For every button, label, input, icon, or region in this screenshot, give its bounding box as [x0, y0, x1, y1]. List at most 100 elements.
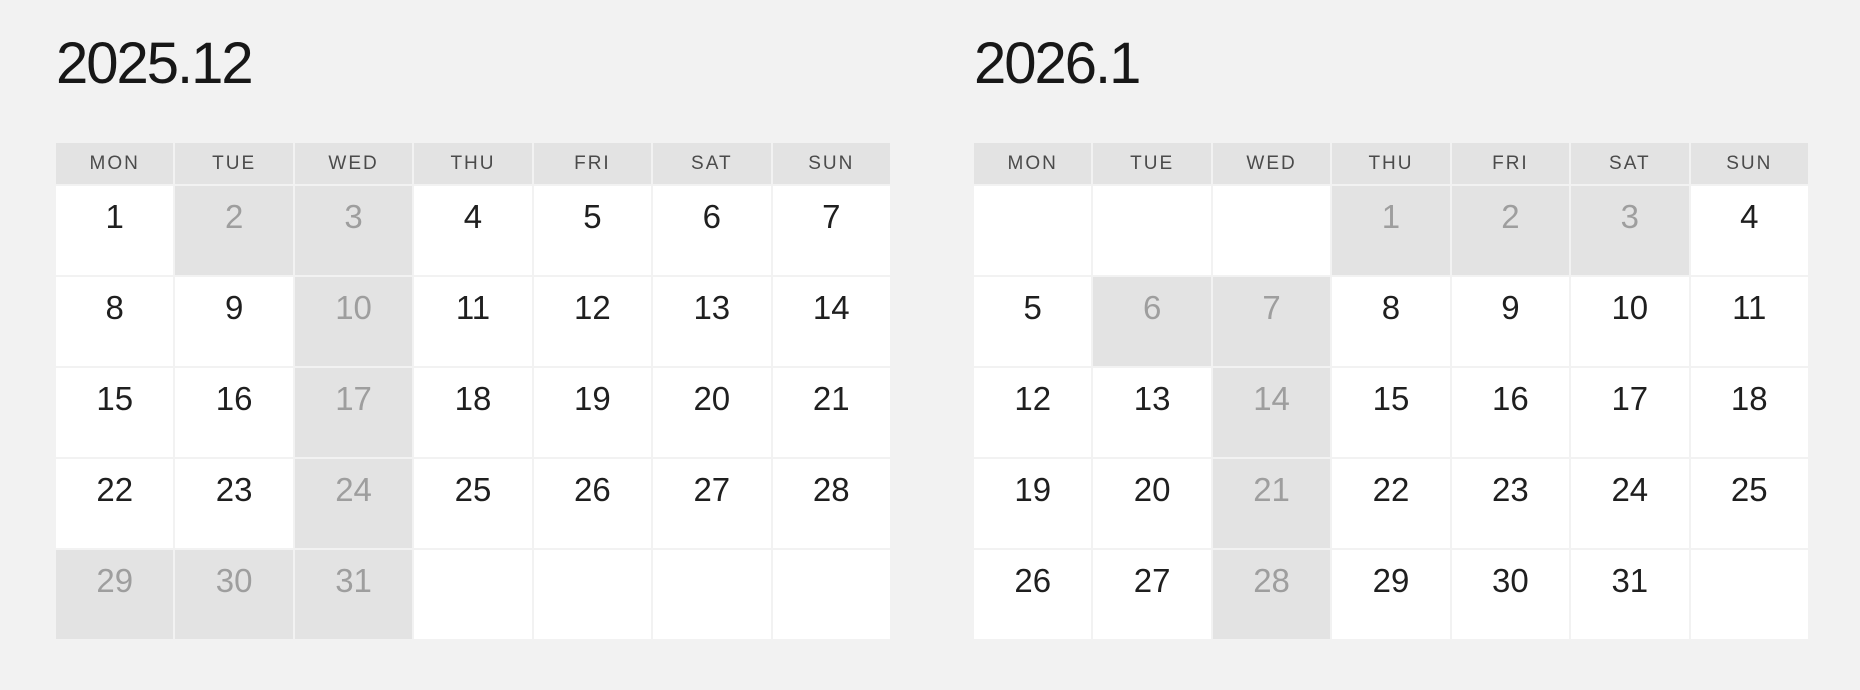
day-cell[interactable]: 24	[1571, 459, 1689, 548]
day-cell[interactable]: 12	[533, 277, 652, 366]
day-cell[interactable]: 27	[653, 459, 771, 548]
day-cell[interactable]: 6	[653, 186, 771, 275]
calendar-week-row: 26 27 28 29 30 31	[974, 550, 1808, 639]
day-cell[interactable]: 22	[1332, 459, 1450, 548]
day-cell-unavailable: 28	[1212, 550, 1331, 639]
calendar-title: 2025.12	[56, 31, 254, 96]
day-cell-unavailable: 6	[1093, 277, 1211, 366]
day-cell-unavailable: 24	[294, 459, 413, 548]
day-cell[interactable]: 8	[56, 277, 174, 366]
day-cell[interactable]: 15	[1332, 368, 1450, 457]
day-cell[interactable]: 9	[175, 277, 293, 366]
weekday-header-sat: SAT	[1571, 143, 1689, 184]
calendar-week-row: 5 6 7 8 9 10 11	[974, 277, 1808, 366]
empty-cell	[414, 550, 532, 639]
day-cell[interactable]: 25	[1690, 459, 1808, 548]
weekday-header-row: MON TUE WED THU FRI SAT SUN	[974, 143, 1808, 184]
day-cell[interactable]: 1	[56, 186, 174, 275]
calendar-week-row: 8 9 10 11 12 13 14	[56, 277, 890, 366]
day-cell[interactable]: 19	[533, 368, 652, 457]
day-cell-unavailable: 2	[1451, 186, 1570, 275]
day-cell-unavailable: 21	[1212, 459, 1331, 548]
weekday-header-tue: TUE	[175, 143, 293, 184]
day-cell[interactable]: 31	[1571, 550, 1689, 639]
day-cell-unavailable: 2	[175, 186, 293, 275]
day-cell[interactable]: 26	[974, 550, 1092, 639]
calendar-week-row: 22 23 24 25 26 27 28	[56, 459, 890, 548]
day-cell[interactable]: 21	[772, 368, 890, 457]
day-cell-unavailable: 17	[294, 368, 413, 457]
weekday-header-mon: MON	[56, 143, 174, 184]
day-cell[interactable]: 20	[1093, 459, 1211, 548]
day-cell[interactable]: 16	[1451, 368, 1570, 457]
empty-cell	[533, 550, 652, 639]
weekday-header-fri: FRI	[1451, 143, 1570, 184]
calendar-grid: MON TUE WED THU FRI SAT SUN 1 2 3 4 5 6 7 8 9 10 1…	[972, 141, 1810, 641]
calendar-week-row: 12 13 14 15 16 17 18	[974, 368, 1808, 457]
day-cell[interactable]: 19	[974, 459, 1092, 548]
weekday-header-mon: MON	[974, 143, 1092, 184]
day-cell-unavailable: 10	[294, 277, 413, 366]
day-cell[interactable]: 13	[653, 277, 771, 366]
day-cell[interactable]: 15	[56, 368, 174, 457]
day-cell[interactable]: 4	[1690, 186, 1808, 275]
calendar-week-row: 19 20 21 22 23 24 25	[974, 459, 1808, 548]
weekday-header-tue: TUE	[1093, 143, 1211, 184]
day-cell[interactable]: 23	[1451, 459, 1570, 548]
day-cell[interactable]: 4	[414, 186, 532, 275]
calendar-week-row: 15 16 17 18 19 20 21	[56, 368, 890, 457]
day-cell[interactable]: 18	[1690, 368, 1808, 457]
calendar-title: 2026.1	[974, 31, 1141, 96]
day-cell-unavailable: 3	[294, 186, 413, 275]
day-cell[interactable]: 11	[1690, 277, 1808, 366]
day-cell[interactable]: 5	[974, 277, 1092, 366]
weekday-header-sat: SAT	[653, 143, 771, 184]
day-cell[interactable]: 18	[414, 368, 532, 457]
weekday-header-sun: SUN	[772, 143, 890, 184]
day-cell[interactable]: 30	[1451, 550, 1570, 639]
day-cell[interactable]: 27	[1093, 550, 1211, 639]
weekday-header-row: MON TUE WED THU FRI SAT SUN	[56, 143, 890, 184]
day-cell[interactable]: 17	[1571, 368, 1689, 457]
day-cell[interactable]: 29	[1332, 550, 1450, 639]
weekday-header-sun: SUN	[1690, 143, 1808, 184]
empty-cell	[772, 550, 890, 639]
weekday-header-wed: WED	[294, 143, 413, 184]
day-cell[interactable]: 16	[175, 368, 293, 457]
empty-cell	[1212, 186, 1331, 275]
day-cell-unavailable: 14	[1212, 368, 1331, 457]
day-cell[interactable]: 26	[533, 459, 652, 548]
day-cell[interactable]: 8	[1332, 277, 1450, 366]
day-cell[interactable]: 23	[175, 459, 293, 548]
weekday-header-thu: THU	[414, 143, 532, 184]
day-cell[interactable]: 22	[56, 459, 174, 548]
day-cell-unavailable: 1	[1332, 186, 1450, 275]
day-cell[interactable]: 10	[1571, 277, 1689, 366]
day-cell[interactable]: 25	[414, 459, 532, 548]
calendar-grid: MON TUE WED THU FRI SAT SUN 1 2 3 4 5 6 7 8 9 10 1…	[54, 141, 892, 641]
day-cell-unavailable: 7	[1212, 277, 1331, 366]
weekday-header-thu: THU	[1332, 143, 1450, 184]
weekday-header-wed: WED	[1212, 143, 1331, 184]
weekday-header-fri: FRI	[533, 143, 652, 184]
day-cell[interactable]: 5	[533, 186, 652, 275]
day-cell[interactable]: 28	[772, 459, 890, 548]
day-cell[interactable]: 11	[414, 277, 532, 366]
day-cell-unavailable: 30	[175, 550, 293, 639]
empty-cell	[974, 186, 1092, 275]
day-cell[interactable]: 20	[653, 368, 771, 457]
empty-cell	[1093, 186, 1211, 275]
day-cell[interactable]: 12	[974, 368, 1092, 457]
empty-cell	[1690, 550, 1808, 639]
day-cell[interactable]: 7	[772, 186, 890, 275]
calendar-week-row: 29 30 31	[56, 550, 890, 639]
day-cell-unavailable: 31	[294, 550, 413, 639]
day-cell-unavailable: 3	[1571, 186, 1689, 275]
day-cell[interactable]: 13	[1093, 368, 1211, 457]
day-cell[interactable]: 14	[772, 277, 890, 366]
day-cell[interactable]: 9	[1451, 277, 1570, 366]
